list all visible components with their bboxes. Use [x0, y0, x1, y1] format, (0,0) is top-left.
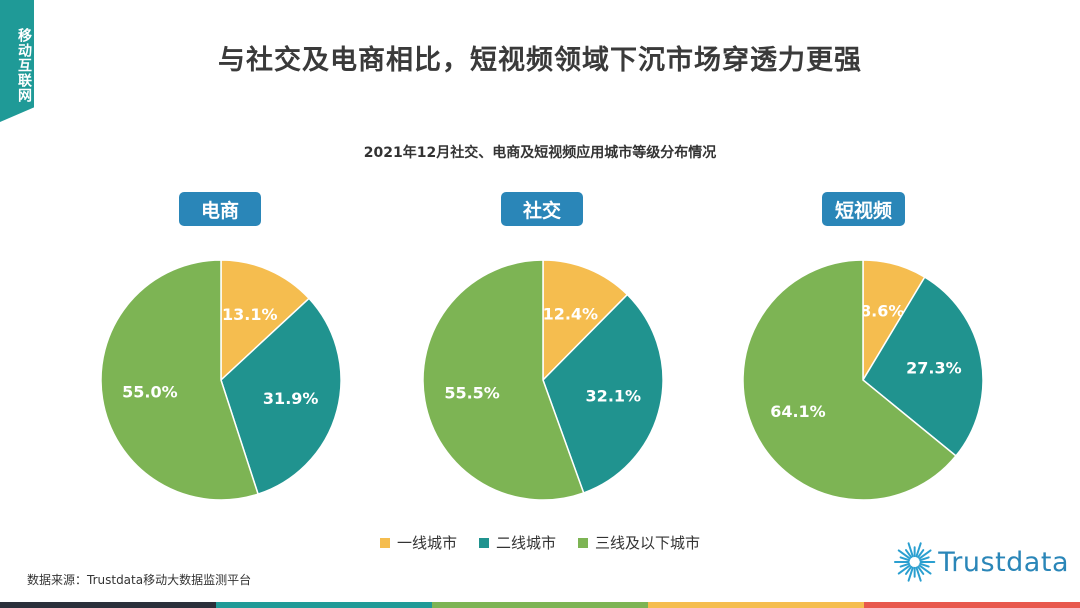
page-title: 与社交及电商相比，短视频领域下沉市场穿透力更强: [218, 45, 862, 76]
chart-title: 2021年12月社交、电商及短视频应用城市等级分布情况: [363, 145, 717, 161]
legend-swatch-tier1: [379, 537, 390, 548]
bottom-bar-segment: [864, 602, 1080, 608]
pie-slice-ecommerce-tier2: [220, 297, 342, 496]
pie-label-social-tier1: 12.4%: [543, 304, 599, 323]
pie-slice-short-video-tier3: [742, 259, 957, 501]
pie-label-social-tier2: 32.1%: [586, 386, 642, 405]
pie-label-short-video-tier2: 27.3%: [906, 359, 962, 378]
trustdata-logo: Trustdata: [893, 536, 1069, 588]
bottom-bar-segment: [216, 602, 432, 608]
pie-slice-ecommerce-tier3: [100, 259, 260, 501]
legend-swatch-tier2: [478, 537, 489, 548]
bottom-bar-segment: [648, 602, 864, 608]
data-source: 数据来源：Trustdata移动大数据监测平台: [27, 573, 252, 587]
legend-swatch-tier3: [578, 537, 588, 548]
pie-label-ecommerce-tier1: 13.1%: [222, 305, 278, 324]
legend-label-tier2: 二线城市: [495, 534, 556, 552]
pie-slice-social-tier3: [422, 259, 585, 501]
pie-slice-social-tier2: [542, 293, 664, 494]
legend: 一线城市 二线城市 三线及以下城市: [0, 532, 1080, 553]
pie-title-ecommerce: 电商: [179, 192, 261, 226]
legend-item-tier1: 一线城市: [379, 532, 457, 553]
bottom-bar-segment: [0, 602, 216, 608]
section-tag: 移动互联网: [0, 0, 34, 122]
pie-slice-social-tier1: [542, 259, 629, 382]
pie-label-social-tier3: 55.5%: [444, 383, 500, 402]
starburst-icon: [893, 542, 936, 582]
pie-title-social: 社交: [501, 192, 583, 226]
pie-label-short-video-tier1: 8.6%: [860, 302, 904, 321]
legend-label-tier3: 三线及以下城市: [595, 534, 701, 552]
pie-label-ecommerce-tier3: 55.0%: [122, 382, 178, 401]
pie-slice-ecommerce-tier1: [220, 259, 311, 382]
bottom-color-bar: [0, 602, 1080, 608]
pie-label-ecommerce-tier2: 31.9%: [263, 389, 319, 408]
bottom-bar-segment: [432, 602, 648, 608]
pie-title-short-video: 短视频: [822, 192, 905, 226]
pie-label-short-video-tier3: 64.1%: [770, 402, 826, 421]
legend-item-tier3: 三线及以下城市: [578, 532, 700, 553]
logo-text: Trustdata: [938, 546, 1069, 578]
legend-item-tier2: 二线城市: [478, 532, 556, 553]
legend-label-tier1: 一线城市: [396, 534, 457, 552]
pie-slice-short-video-tier2: [862, 276, 984, 457]
